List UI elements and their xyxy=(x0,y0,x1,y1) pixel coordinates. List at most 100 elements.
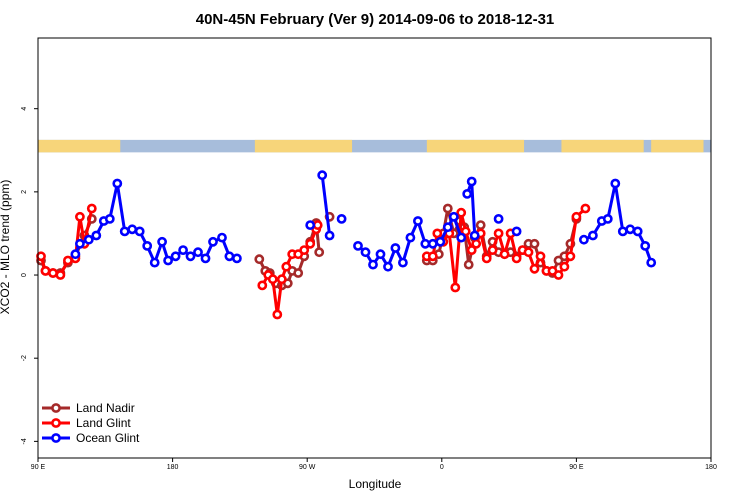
data-point-ocean-glint xyxy=(427,238,438,249)
data-point-ocean-glint xyxy=(390,243,401,253)
data-point-ocean-glint xyxy=(170,251,181,262)
data-point-ocean-glint xyxy=(185,251,196,262)
data-point-land-glint xyxy=(580,203,591,214)
data-point-ocean-glint xyxy=(405,232,416,243)
series-line-ocean-glint xyxy=(320,175,332,236)
plot-series xyxy=(36,170,657,320)
x-axis: 90 E 180 90 W 0 90 E 180 xyxy=(31,458,717,471)
x-tick-label: 90 W xyxy=(299,464,316,471)
strip-land xyxy=(651,139,704,153)
data-point-ocean-glint xyxy=(448,211,459,222)
data-point-ocean-glint xyxy=(353,240,363,251)
data-point-land-glint xyxy=(535,251,546,262)
data-point-land-glint xyxy=(565,251,576,262)
data-point-ocean-glint xyxy=(70,249,81,260)
plot-frame xyxy=(37,37,712,459)
data-point-ocean-glint xyxy=(91,230,102,241)
data-point-ocean-glint xyxy=(646,257,657,268)
data-point-land-glint xyxy=(312,220,323,230)
legend-item-ocean-glint: Ocean Glint xyxy=(42,431,140,445)
data-point-ocean-glint xyxy=(375,249,386,260)
x-axis-label: Longitude xyxy=(349,477,402,491)
data-point-land-glint xyxy=(63,255,73,266)
data-point-ocean-glint xyxy=(493,213,504,224)
strip-land xyxy=(426,139,525,153)
series-line-ocean-glint xyxy=(583,182,653,264)
data-point-ocean-glint xyxy=(157,236,167,247)
y-tick-label: -4 xyxy=(21,438,28,444)
data-point-ocean-glint xyxy=(466,176,477,187)
data-point-ocean-glint xyxy=(412,216,423,226)
data-point-land-glint xyxy=(456,207,467,218)
data-point-ocean-glint xyxy=(511,226,522,237)
data-point-land-glint xyxy=(75,211,85,222)
data-point-land-glint xyxy=(471,238,482,249)
data-point-land-glint xyxy=(267,274,278,285)
data-point-ocean-glint xyxy=(469,230,480,241)
data-point-land-glint xyxy=(450,282,461,293)
data-point-land-glint xyxy=(36,251,46,262)
data-point-land-glint xyxy=(559,261,570,272)
x-tick-label: 90 E xyxy=(31,464,46,471)
data-point-ocean-glint xyxy=(383,261,393,272)
data-point-ocean-glint xyxy=(420,238,431,249)
data-point-ocean-glint xyxy=(397,257,408,268)
y-tick-label: -2 xyxy=(21,355,28,361)
data-point-ocean-glint xyxy=(75,238,85,249)
data-point-land-glint xyxy=(427,251,438,262)
data-point-land-glint xyxy=(40,265,51,276)
data-point-ocean-glint xyxy=(588,230,598,241)
series-land-glint xyxy=(36,203,591,320)
data-point-ocean-glint xyxy=(200,253,211,264)
data-point-ocean-glint xyxy=(610,178,621,189)
data-point-land-glint xyxy=(55,270,66,280)
data-point-land-glint xyxy=(299,245,310,255)
data-point-ocean-glint xyxy=(224,251,235,262)
data-point-land-glint xyxy=(305,238,316,249)
legend-swatch-marker xyxy=(51,433,61,443)
data-point-ocean-glint xyxy=(142,240,153,251)
data-point-land-glint xyxy=(86,203,97,214)
data-point-land-glint xyxy=(481,253,492,264)
data-point-ocean-glint xyxy=(317,170,328,181)
data-point-ocean-glint xyxy=(462,188,473,199)
data-point-land-nadir xyxy=(314,247,325,258)
data-point-ocean-glint xyxy=(625,224,636,235)
data-point-ocean-glint xyxy=(435,236,446,247)
x-tick-label: 90 E xyxy=(569,464,584,471)
data-point-land-glint xyxy=(466,245,477,255)
data-point-ocean-glint xyxy=(127,224,138,235)
strip-land xyxy=(38,139,121,153)
data-point-ocean-glint xyxy=(231,253,242,264)
strip-ocean xyxy=(38,139,711,153)
data-point-ocean-glint xyxy=(456,232,467,243)
data-point-ocean-glint xyxy=(217,232,227,243)
data-point-land-glint xyxy=(529,263,540,274)
data-point-land-nadir xyxy=(529,238,540,249)
y-axis-label: XCO2 - MLO trend (ppm) xyxy=(0,180,12,315)
data-point-land-glint xyxy=(493,228,504,239)
data-point-ocean-glint xyxy=(83,234,94,245)
data-point-ocean-glint xyxy=(112,178,123,189)
data-point-land-nadir xyxy=(293,268,304,278)
legend-label: Land Glint xyxy=(76,416,131,430)
data-point-land-nadir xyxy=(475,220,486,230)
y-tick-label: 4 xyxy=(21,107,28,111)
data-point-land-glint xyxy=(553,270,564,280)
data-point-ocean-glint xyxy=(360,247,371,258)
data-point-ocean-glint xyxy=(104,213,115,224)
data-point-ocean-glint xyxy=(178,245,188,255)
data-point-ocean-glint xyxy=(442,222,453,233)
chart-title: 40N-45N February (Ver 9) 2014-09-06 to 2… xyxy=(196,11,555,28)
x-tick-label: 0 xyxy=(440,464,444,471)
data-point-ocean-glint xyxy=(163,255,173,266)
legend-item-land-nadir: Land Nadir xyxy=(42,401,135,415)
y-tick-label: 2 xyxy=(21,190,28,194)
data-point-land-glint xyxy=(257,280,268,291)
data-point-land-glint xyxy=(48,268,58,278)
data-point-land-glint xyxy=(487,245,498,255)
data-point-ocean-glint xyxy=(119,226,130,237)
